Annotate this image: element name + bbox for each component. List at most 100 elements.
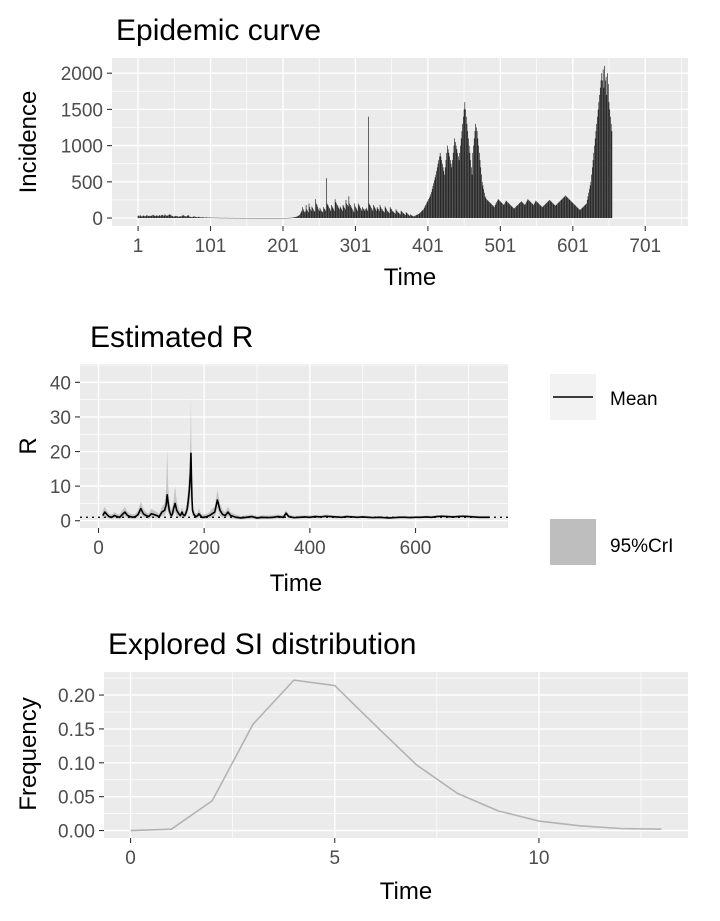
x-tick-label: 201 — [267, 236, 299, 257]
incidence-bar — [333, 209, 334, 219]
incidence-bar — [481, 181, 483, 219]
incidence-bar — [540, 205, 542, 219]
incidence-bar — [362, 207, 363, 219]
incidence-bar — [529, 201, 531, 219]
incidence-bar — [471, 167, 472, 219]
incidence-bar — [465, 116, 467, 219]
incidence-bar — [581, 207, 583, 219]
incidence-bar — [294, 217, 296, 219]
incidence-bar — [364, 210, 366, 219]
incidence-bar — [379, 205, 381, 219]
incidence-bar — [502, 204, 504, 219]
incidence-bar — [584, 205, 586, 219]
incidence-bar — [528, 199, 529, 219]
estimated-r-title: Estimated R — [90, 321, 253, 354]
incidence-bar — [398, 212, 400, 219]
incidence-bar — [605, 76, 607, 219]
incidence-bar — [515, 207, 516, 219]
incidence-bar — [439, 156, 440, 219]
incidence-bar — [609, 109, 611, 219]
incidence-bar — [520, 202, 521, 219]
incidence-bar — [406, 212, 408, 219]
incidence-bar — [321, 210, 322, 219]
incidence-bar — [376, 210, 377, 219]
incidence-bar — [415, 215, 417, 219]
incidence-bar — [473, 138, 475, 219]
incidence-bar — [311, 206, 313, 219]
incidence-bar — [497, 200, 498, 219]
incidence-bar — [294, 217, 295, 219]
incidence-bar — [437, 163, 439, 219]
incidence-bar — [442, 167, 444, 219]
incidence-bar — [153, 215, 155, 219]
incidence-bar — [206, 217, 208, 219]
incidence-bar — [365, 209, 366, 219]
incidence-bar — [515, 206, 517, 219]
incidence-bar — [532, 204, 534, 219]
incidence-bar — [562, 198, 563, 219]
incidence-bar — [469, 152, 471, 219]
incidence-bar — [423, 207, 425, 219]
incidence-bar — [369, 205, 371, 219]
incidence-bar — [318, 210, 320, 219]
estimated-r-x-axis-title: Time — [270, 570, 322, 597]
incidence-bar — [459, 152, 461, 219]
incidence-bar — [445, 160, 447, 219]
incidence-bar — [435, 174, 437, 219]
incidence-bar — [143, 215, 145, 219]
incidence-bar — [394, 212, 395, 219]
incidence-bar — [551, 202, 553, 219]
si-distribution-line — [130, 679, 662, 832]
incidence-bar — [327, 205, 329, 219]
incidence-bar — [494, 205, 496, 219]
incidence-bar — [591, 174, 592, 219]
incidence-bar — [586, 203, 587, 219]
incidence-bar — [194, 216, 196, 219]
incidence-bar — [376, 207, 378, 219]
incidence-bar — [533, 205, 534, 219]
incidence-bar — [552, 203, 554, 219]
estimated-r-mean-line — [102, 452, 490, 519]
incidence-bar — [439, 152, 441, 219]
incidence-bar — [466, 123, 468, 219]
incidence-bar — [370, 206, 371, 219]
incidence-bar — [152, 214, 154, 219]
incidence-bar — [573, 204, 575, 219]
incidence-bar — [589, 185, 591, 219]
si-distribution-y-axis: 0.00 0.05 0.10 0.15 0.20 — [58, 686, 104, 843]
estimated-r-y-axis-title: R — [15, 437, 42, 454]
incidence-bar — [508, 203, 510, 219]
y-tick-label: 0 — [60, 512, 71, 533]
incidence-bar — [375, 209, 377, 219]
incidence-bar — [321, 211, 323, 219]
incidence-bar — [298, 215, 300, 219]
incidence-bar — [474, 131, 476, 219]
incidence-bar — [481, 174, 482, 219]
incidence-bar — [390, 208, 392, 219]
incidence-bar — [395, 209, 397, 219]
incidence-bar — [169, 214, 171, 219]
incidence-bar — [344, 207, 345, 219]
incidence-bar — [171, 215, 173, 219]
incidence-bar — [516, 205, 518, 219]
incidence-bar — [413, 216, 414, 219]
incidence-bar — [159, 215, 161, 219]
epidemic-curve-bars — [137, 65, 613, 219]
incidence-bar — [599, 87, 601, 219]
incidence-bar — [607, 84, 609, 219]
incidence-bar — [449, 160, 451, 219]
incidence-bar — [328, 206, 329, 219]
incidence-bar — [202, 217, 204, 219]
incidence-bar — [183, 215, 185, 219]
credible-interval-band — [102, 397, 490, 520]
incidence-bar — [507, 202, 508, 219]
incidence-bar — [330, 210, 332, 219]
incidence-bar — [460, 145, 461, 219]
incidence-bar — [506, 201, 508, 219]
incidence-bar — [553, 204, 555, 219]
incidence-bar — [595, 131, 597, 219]
incidence-bar — [359, 206, 361, 219]
incidence-bar — [324, 209, 326, 219]
incidence-bar — [531, 203, 533, 219]
incidence-bar — [339, 209, 340, 219]
